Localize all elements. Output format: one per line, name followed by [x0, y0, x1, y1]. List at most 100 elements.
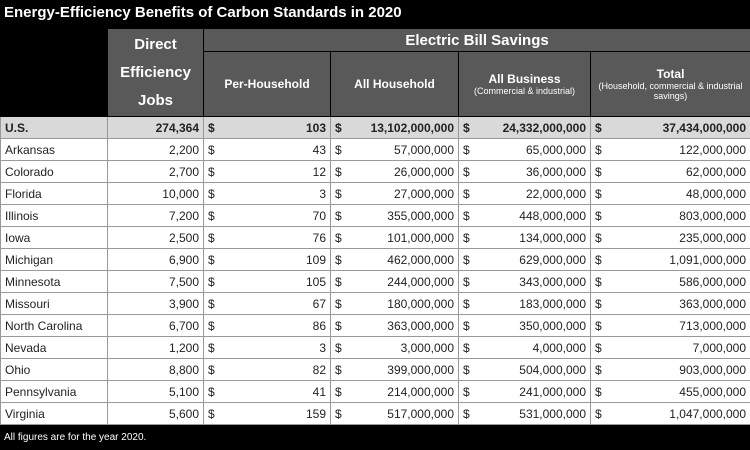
header-jobs: Direct Efficiency Jobs: [107, 28, 204, 117]
cell: 7,000,000: [604, 336, 750, 359]
cell: $: [458, 116, 473, 139]
cell: 343,000,000: [472, 270, 591, 293]
cell: $: [203, 270, 218, 293]
cell: 109: [217, 248, 331, 271]
cell: 67: [217, 292, 331, 315]
cell: 76: [217, 226, 331, 249]
row-label: Minnesota: [0, 270, 108, 293]
table-row: Pennsylvania 5,100 $41 $214,000,000 $241,000…: [0, 380, 750, 403]
column-sublabel: (Commercial & industrial): [473, 86, 576, 96]
cell: $: [458, 160, 473, 183]
cell: 6,900: [107, 248, 204, 271]
cell: $: [330, 380, 345, 403]
cell: $: [203, 358, 218, 381]
cell: 26,000,000: [344, 160, 459, 183]
column-header: All Business (Commercial & industrial): [458, 51, 591, 117]
cell: $: [458, 358, 473, 381]
cell: 1,200: [107, 336, 204, 359]
cell: $: [330, 204, 345, 227]
cell: $: [458, 314, 473, 337]
cell: $: [458, 336, 473, 359]
cell: 43: [217, 138, 331, 161]
row-label: Arkansas: [0, 138, 108, 161]
row-label: North Carolina: [0, 314, 108, 337]
cell: 159: [217, 402, 331, 425]
cell: $: [330, 160, 345, 183]
cell: 5,600: [107, 402, 204, 425]
cell: 2,200: [107, 138, 204, 161]
column-header: Per-Household: [203, 51, 331, 117]
cell: $: [590, 138, 605, 161]
cell: $: [590, 358, 605, 381]
cell: 2,500: [107, 226, 204, 249]
cell: $: [458, 292, 473, 315]
cell: $: [458, 248, 473, 271]
table-row: Minnesota 7,500 $105 $244,000,000 $343,000,0…: [0, 270, 750, 293]
row-label: Virginia: [0, 402, 108, 425]
header-blank: [0, 28, 108, 117]
cell: 350,000,000: [472, 314, 591, 337]
cell: $: [590, 248, 605, 271]
cell: 65,000,000: [472, 138, 591, 161]
cell: $: [203, 336, 218, 359]
row-label: Pennsylvania: [0, 380, 108, 403]
cell: 57,000,000: [344, 138, 459, 161]
cell: 903,000,000: [604, 358, 750, 381]
header-group: Electric Bill Savings: [202, 28, 750, 52]
cell: $: [458, 402, 473, 425]
table-row: Arkansas 2,200 $43 $57,000,000 $65,000,000 $1…: [0, 138, 750, 161]
cell: 455,000,000: [604, 380, 750, 403]
row-label: U.S.: [0, 116, 108, 139]
cell: $: [330, 402, 345, 425]
cell: 62,000,000: [604, 160, 750, 183]
cell: 134,000,000: [472, 226, 591, 249]
table-row: Michigan 6,900 $109 $462,000,000 $629,000,00…: [0, 248, 750, 271]
cell: 27,000,000: [344, 182, 459, 205]
column-header: Total (Household, commercial & industrial…: [589, 51, 750, 117]
cell: 82: [217, 358, 331, 381]
row-label: Colorado: [0, 160, 108, 183]
cell: 41: [217, 380, 331, 403]
cell: 214,000,000: [344, 380, 459, 403]
cell: 3: [217, 182, 331, 205]
column-label: All Household: [354, 77, 435, 91]
cell: $: [458, 138, 473, 161]
cell: $: [590, 116, 605, 139]
cell: 105: [217, 270, 331, 293]
column-label: Total: [656, 67, 685, 81]
cell: $: [203, 380, 218, 403]
table-row: Nevada 1,200 $3 $3,000,000 $4,000,000 $7,000,…: [0, 336, 750, 359]
cell: 103: [217, 116, 331, 139]
row-label: Nevada: [0, 336, 108, 359]
cell: 531,000,000: [472, 402, 591, 425]
cell: $: [458, 270, 473, 293]
table-row: Ohio 8,800 $82 $399,000,000 $504,000,000 $903…: [0, 358, 750, 381]
column-header: All Household: [330, 51, 459, 117]
row-label: Missouri: [0, 292, 108, 315]
cell: $: [203, 204, 218, 227]
cell: 70: [217, 204, 331, 227]
cell: $: [458, 182, 473, 205]
cell: $: [590, 226, 605, 249]
row-label: Michigan: [0, 248, 108, 271]
cell: 274,364: [107, 116, 204, 139]
cell: $: [458, 226, 473, 249]
cell: 122,000,000: [604, 138, 750, 161]
cell: 7,500: [107, 270, 204, 293]
cell: $: [590, 314, 605, 337]
footnote: All figures are for the year 2020.: [4, 432, 147, 443]
cell: 517,000,000: [344, 402, 459, 425]
cell: 36,000,000: [472, 160, 591, 183]
cell: 713,000,000: [604, 314, 750, 337]
cell: $: [590, 160, 605, 183]
cell: 241,000,000: [472, 380, 591, 403]
cell: $: [330, 270, 345, 293]
column-sublabel: (Household, commercial & industrial savi…: [598, 81, 743, 101]
cell: 22,000,000: [472, 182, 591, 205]
column-label: Per-Household: [224, 77, 310, 91]
table-row: Illinois 7,200 $70 $355,000,000 $448,000,000…: [0, 204, 750, 227]
cell: $: [203, 292, 218, 315]
table: Direct Efficiency Jobs Electric Bill Sav…: [0, 28, 750, 425]
cell: $: [203, 116, 218, 139]
